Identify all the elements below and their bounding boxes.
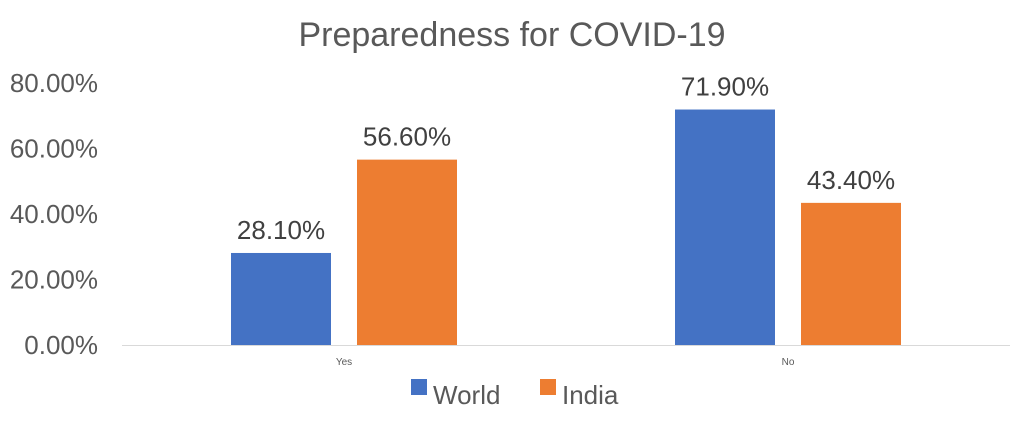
bar-world-no [675,109,775,345]
x-axis-ticks: Yes No [336,357,795,368]
legend-swatch-world [411,379,427,395]
bar-world-yes [231,252,331,345]
legend-label: World [433,380,500,410]
y-tick-label: 40.00% [10,199,98,229]
data-label: 71.90% [681,72,769,102]
y-tick-label: 0.00% [24,330,98,360]
bar-india-yes [357,159,457,345]
bars [231,109,901,345]
x-tick-label: No [782,357,795,368]
data-label: 56.60% [363,122,451,152]
data-label: 28.10% [237,215,325,245]
y-tick-label: 60.00% [10,134,98,164]
legend-label: India [562,380,619,410]
y-tick-label: 20.00% [10,265,98,295]
chart-title: Preparedness for COVID-19 [298,16,725,54]
legend: World India [411,379,619,410]
x-tick-label: Yes [336,357,352,368]
y-axis-ticks: 0.00% 20.00% 40.00% 60.00% 80.00% [10,68,98,360]
data-label: 43.40% [807,165,895,195]
legend-swatch-india [540,379,556,395]
y-tick-label: 80.00% [10,68,98,98]
data-labels: 28.10% 56.60% 71.90% 43.40% [237,72,895,245]
bar-india-no [801,202,901,345]
